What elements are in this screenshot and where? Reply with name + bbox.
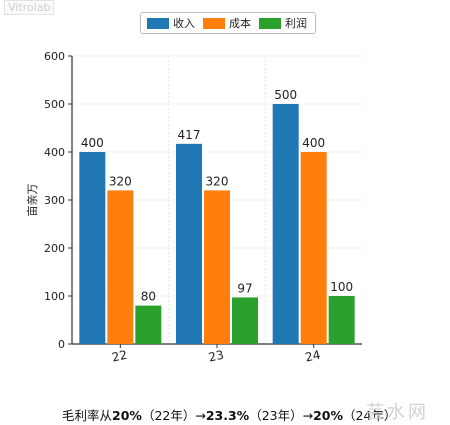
watermark: 芸水网 (366, 402, 429, 423)
bar-value-label: 320 (206, 174, 229, 188)
note-margin-23: 23.3% (205, 408, 250, 423)
bar (176, 143, 202, 344)
y-tick-label: 400 (44, 146, 65, 159)
bar-value-label: 97 (237, 281, 252, 295)
bar-value-label: 417 (178, 128, 201, 142)
legend-label: 成本 (229, 17, 251, 30)
bar (204, 190, 230, 344)
x-tick-label: 24 (304, 348, 322, 365)
legend-item: 成本 (203, 15, 251, 31)
y-tick-label: 300 (44, 194, 65, 207)
bar-value-label: 320 (109, 174, 132, 188)
bar (232, 297, 258, 344)
x-tick-label: 23 (207, 348, 225, 365)
bar-value-label: 80 (141, 290, 156, 304)
legend-item: 收入 (147, 15, 195, 31)
gross-margin-note: 毛利率从20%（22年）→23.3%（23年）→20%（24年） (62, 405, 396, 424)
bar (328, 296, 355, 344)
chart-legend: 收入 成本 利润 (140, 12, 316, 34)
bar-value-label: 500 (274, 88, 297, 102)
y-tick-label: 200 (44, 242, 65, 255)
legend-swatch (259, 17, 281, 29)
y-tick-label: 0 (58, 338, 65, 351)
note-year-23: （23年）→ (249, 408, 314, 423)
bar-value-label: 100 (330, 280, 353, 294)
watermark-top-left: Vitrolab (4, 0, 55, 15)
y-tick-label: 100 (44, 290, 65, 303)
note-prefix: 毛利率从 (62, 408, 113, 423)
bar (107, 190, 134, 344)
y-tick-label: 500 (44, 98, 65, 111)
legend-label: 收入 (173, 17, 195, 30)
bar-value-label: 400 (81, 136, 104, 150)
bar (272, 104, 299, 344)
bar (79, 152, 106, 344)
y-axis-label: 亩亲万 (25, 184, 39, 217)
legend-item: 利润 (259, 15, 307, 31)
bar (135, 305, 162, 344)
x-tick-label: 22 (111, 348, 129, 365)
legend-swatch (203, 17, 225, 29)
legend-label: 利润 (285, 17, 307, 30)
bar-value-label: 400 (302, 136, 325, 150)
note-margin-22: 20% (112, 408, 142, 423)
legend-swatch (147, 17, 169, 29)
note-margin-24: 20% (313, 408, 344, 423)
note-year-22: （22年）→ (141, 408, 206, 423)
note-year-24: （24年） (343, 408, 397, 423)
bar (300, 152, 327, 344)
y-tick-label: 600 (44, 50, 65, 63)
